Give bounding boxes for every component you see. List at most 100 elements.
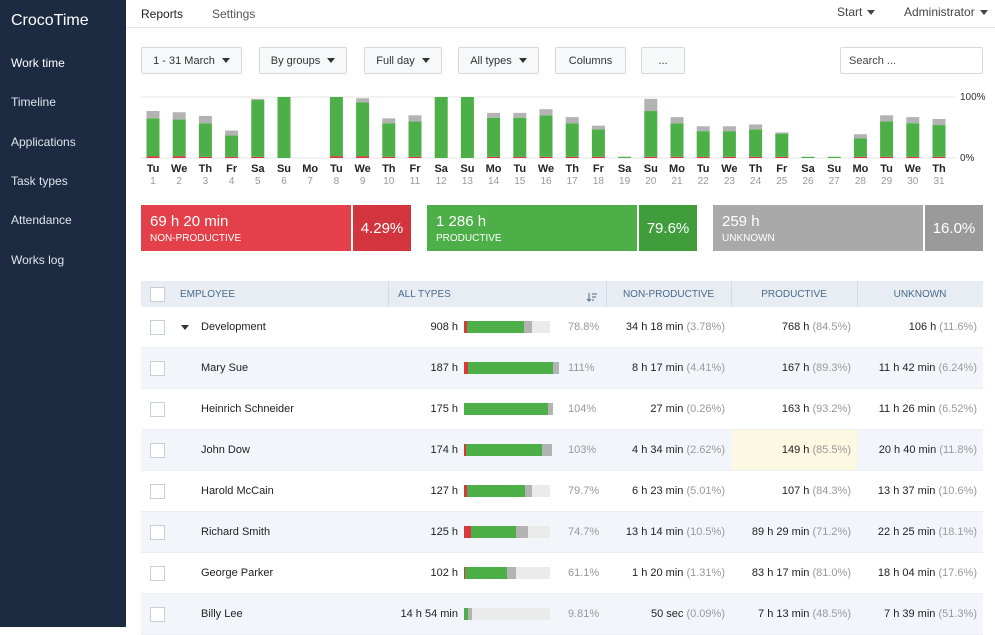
checkbox[interactable]: [150, 443, 165, 458]
time-value: 768 h: [782, 321, 810, 333]
bar-segment: [513, 118, 526, 157]
x-tick-label: Tu: [147, 163, 160, 175]
summary-label: NON-PRODUCTIVE: [150, 233, 241, 244]
bar-segment: [409, 121, 422, 156]
x-tick-label: We: [905, 163, 921, 175]
x-date-label: 19: [619, 176, 631, 187]
column-header[interactable]: NON-PRODUCTIVE: [606, 289, 731, 300]
column-header[interactable]: EMPLOYEE: [180, 289, 235, 300]
x-date-label: 27: [829, 176, 841, 187]
checkbox[interactable]: [150, 607, 165, 622]
bar-segment: [464, 526, 471, 538]
column-header[interactable]: UNKNOWN: [857, 289, 983, 300]
x-tick-label: Sa: [251, 163, 265, 175]
sort-icon[interactable]: [587, 289, 597, 299]
bar-segment: [524, 321, 532, 333]
checkbox[interactable]: [150, 361, 165, 376]
bar-segment: [251, 99, 264, 100]
share-value: (2.62%): [686, 444, 725, 456]
x-tick-label: Tu: [880, 163, 893, 175]
x-tick-label: Fr: [776, 163, 788, 175]
filter-dropdown[interactable]: By groups: [259, 47, 347, 74]
time-value: 27 min: [650, 403, 683, 415]
non-productive-cell: 34 h 18 min (3.78%): [626, 321, 725, 333]
toolbar-button[interactable]: Columns: [555, 47, 626, 74]
nav-item[interactable]: Work time: [11, 56, 65, 70]
x-date-label: 16: [540, 176, 552, 187]
x-tick-label: Sa: [618, 163, 632, 175]
unknown-cell: 11 h 26 min (6.52%): [879, 403, 977, 415]
non-productive-cell: 8 h 17 min (4.41%): [632, 362, 725, 374]
productive-cell: 163 h (93.2%): [782, 403, 851, 415]
productive-cell: 768 h (84.5%): [782, 321, 851, 333]
dropdown-menu[interactable]: Start: [837, 5, 875, 19]
filter-dropdown[interactable]: Full day: [364, 47, 442, 74]
x-date-label: 22: [698, 176, 710, 187]
bar-segment: [513, 113, 526, 118]
bar-segment: [468, 362, 553, 374]
share-value: (71.2%): [812, 526, 851, 538]
column-divider: [857, 281, 858, 307]
unknown-cell: 106 h (11.6%): [909, 321, 977, 333]
bar-segment: [775, 134, 788, 157]
nav-item[interactable]: Applications: [11, 135, 76, 149]
x-tick-label: Sa: [801, 163, 815, 175]
checkbox[interactable]: [150, 525, 165, 540]
share-value: (84.5%): [812, 321, 851, 333]
bar-segment: [468, 608, 472, 620]
share-value: (81.0%): [812, 567, 851, 579]
bar-segment: [467, 485, 525, 497]
employee-name: George Parker: [201, 567, 273, 579]
bar-segment: [225, 157, 238, 158]
x-date-label: 11: [410, 176, 421, 187]
x-tick-label: Th: [565, 163, 579, 175]
nav-tab[interactable]: Reports: [141, 7, 183, 21]
checkbox[interactable]: [150, 402, 165, 417]
x-date-label: 31: [933, 176, 945, 187]
non-productive-cell: 50 sec (0.09%): [651, 608, 725, 620]
total-share: 111%: [568, 362, 595, 374]
filter-dropdown[interactable]: All types: [458, 47, 539, 74]
employee-name: John Dow: [201, 444, 250, 456]
column-header[interactable]: PRODUCTIVE: [731, 289, 857, 300]
nav-item[interactable]: Works log: [11, 253, 64, 267]
share-value: (84.3%): [812, 485, 851, 497]
x-date-label: 18: [593, 176, 605, 187]
total-time: 127 h: [430, 485, 458, 497]
non-productive-cell: 1 h 20 min (1.31%): [632, 567, 725, 579]
bar-segment: [644, 99, 657, 111]
time-value: 7 h 13 min: [758, 608, 809, 620]
time-value: 1 h 20 min: [632, 567, 683, 579]
x-date-label: 23: [724, 176, 736, 187]
bar-segment: [880, 115, 893, 121]
time-value: 149 h: [782, 444, 810, 456]
unknown-cell: 20 h 40 min (11.8%): [879, 444, 977, 456]
nav-item[interactable]: Task types: [11, 174, 68, 188]
bar-segment: [854, 138, 867, 156]
total-time: 125 h: [430, 526, 458, 538]
bar-segment: [173, 156, 186, 158]
expand-caret[interactable]: [181, 325, 189, 330]
toolbar-button[interactable]: ...: [641, 47, 685, 74]
nav-tab[interactable]: Settings: [212, 7, 255, 21]
time-value: 8 h 17 min: [632, 362, 683, 374]
summary-time: 69 h 20 min: [150, 213, 228, 230]
bar-segment: [933, 119, 946, 125]
dropdown-menu[interactable]: Administrator: [904, 5, 988, 19]
checkbox[interactable]: [150, 566, 165, 581]
bar-segment: [749, 124, 762, 129]
employee-name: Development: [201, 321, 266, 333]
checkbox[interactable]: [150, 484, 165, 499]
checkbox[interactable]: [150, 287, 165, 302]
nav-item[interactable]: Attendance: [11, 213, 72, 227]
column-header[interactable]: ALL TYPES: [398, 289, 451, 300]
time-value: 34 h 18 min: [626, 321, 683, 333]
search-input[interactable]: Search ...: [840, 47, 983, 74]
bar-segment: [330, 97, 343, 156]
bar-segment: [802, 157, 815, 158]
bar-segment: [592, 157, 605, 158]
nav-item[interactable]: Timeline: [11, 95, 56, 109]
checkbox[interactable]: [150, 320, 165, 335]
filter-dropdown[interactable]: 1 - 31 March: [141, 47, 242, 74]
